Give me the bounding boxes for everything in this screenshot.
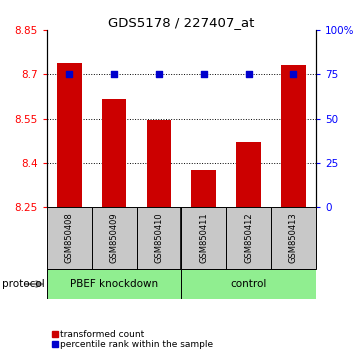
Text: GSM850410: GSM850410	[155, 213, 164, 263]
Bar	[102, 99, 126, 207]
Text: control: control	[230, 279, 267, 289]
Bar	[57, 63, 82, 207]
Bar	[181, 207, 226, 269]
Text: GSM850408: GSM850408	[65, 213, 74, 263]
Bar	[47, 269, 182, 299]
Bar	[147, 120, 171, 207]
Bar	[136, 207, 181, 269]
Text: protocol: protocol	[2, 279, 44, 289]
Point	[201, 72, 207, 77]
Bar	[226, 207, 271, 269]
Title: GDS5178 / 227407_at: GDS5178 / 227407_at	[108, 16, 255, 29]
Bar	[182, 269, 316, 299]
Bar	[281, 65, 306, 207]
Point	[246, 72, 252, 77]
Bar	[191, 170, 216, 207]
Bar	[271, 207, 316, 269]
Text: GSM850412: GSM850412	[244, 213, 253, 263]
Point	[66, 72, 72, 77]
Bar	[92, 207, 136, 269]
Bar	[236, 142, 261, 207]
Text: GSM850413: GSM850413	[289, 213, 298, 263]
Point	[111, 72, 117, 77]
Legend: transformed count, percentile rank within the sample: transformed count, percentile rank withi…	[52, 330, 214, 349]
Text: GSM850409: GSM850409	[110, 213, 119, 263]
Text: PBEF knockdown: PBEF knockdown	[70, 279, 158, 289]
Text: GSM850411: GSM850411	[199, 213, 208, 263]
Point	[156, 72, 162, 77]
Point	[291, 72, 296, 77]
Bar	[47, 207, 92, 269]
